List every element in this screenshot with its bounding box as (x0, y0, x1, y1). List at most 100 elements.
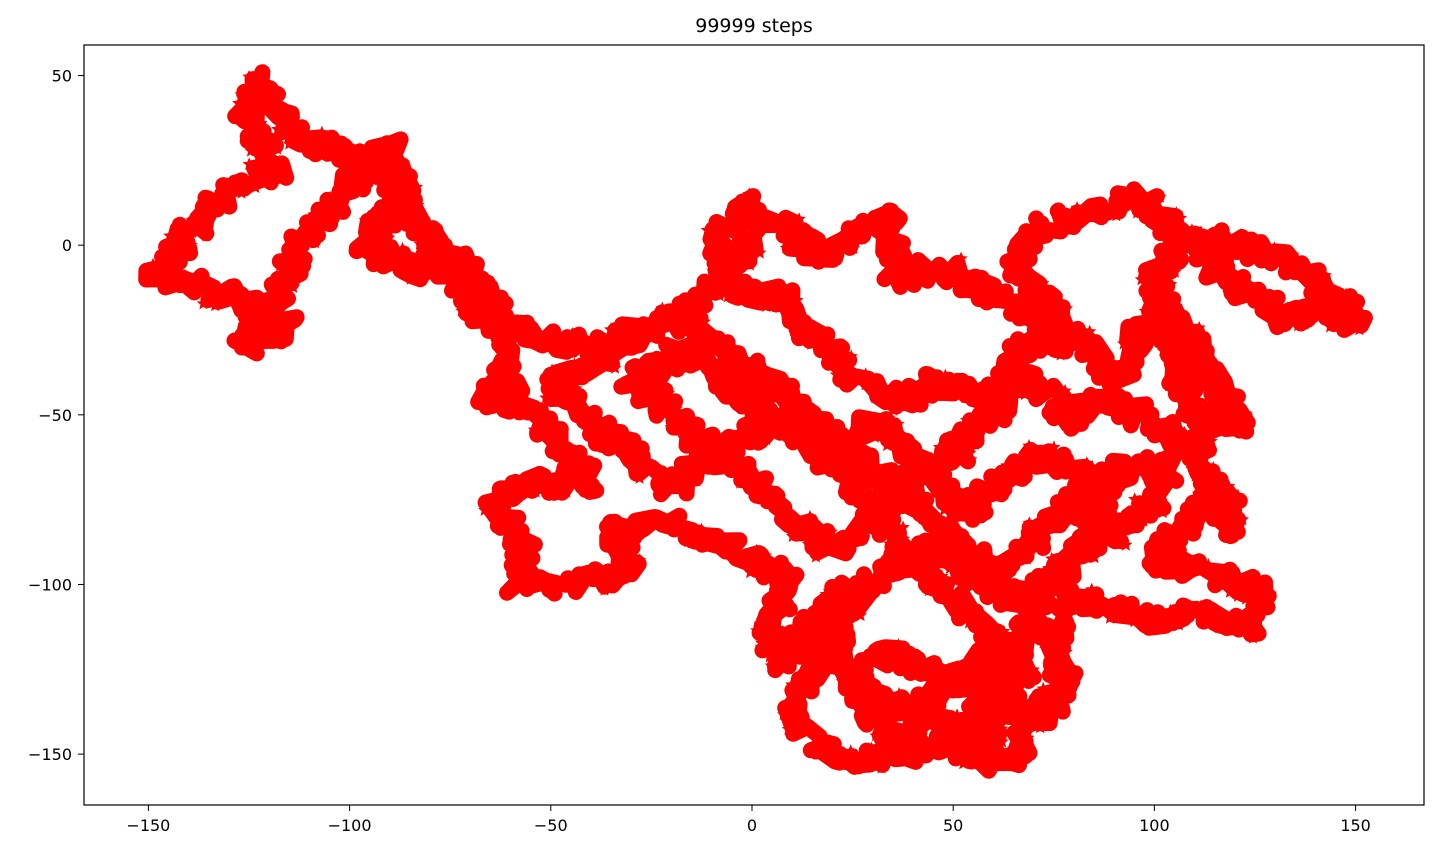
walk-point (781, 722, 796, 735)
walk-point (516, 398, 530, 411)
walk-point (1187, 558, 1201, 572)
walk-point (688, 447, 702, 460)
walk-point (1060, 607, 1074, 621)
walk-point (823, 636, 837, 649)
walk-point (1001, 370, 1015, 384)
walk-point (1010, 545, 1025, 558)
walk-point (1187, 414, 1202, 427)
walk-point (1222, 229, 1236, 243)
walk-point (887, 493, 902, 506)
walk-point (754, 640, 769, 653)
walk-point (1050, 621, 1064, 634)
walk-point (851, 527, 865, 541)
walk-point (1161, 265, 1175, 279)
y-tick-label: −100 (28, 575, 72, 594)
walk-point (1192, 228, 1206, 241)
walk-point (879, 501, 894, 515)
walk-point (1253, 287, 1267, 301)
walk-point (251, 307, 265, 320)
walk-point (889, 483, 903, 497)
walk-point (973, 630, 987, 643)
walk-point (715, 281, 729, 294)
walk-point (1036, 681, 1050, 695)
walk-point (1075, 530, 1089, 544)
walk-point (246, 295, 261, 308)
walk-point (1129, 519, 1143, 532)
walk-point (828, 542, 842, 555)
walk-point (1155, 330, 1169, 343)
walk-point (1209, 248, 1223, 261)
walk-point (1170, 234, 1184, 247)
walk-point (814, 630, 828, 644)
walk-point (932, 440, 947, 453)
walk-point (808, 670, 822, 684)
walk-point (271, 325, 285, 338)
walk-point (244, 144, 258, 157)
walk-point (828, 343, 842, 356)
walk-point (259, 158, 273, 171)
walk-point (1041, 693, 1055, 707)
walk-point (669, 401, 683, 415)
walk-point (887, 564, 901, 578)
walk-point (609, 549, 623, 562)
walk-point (500, 306, 514, 320)
walk-point (801, 316, 815, 329)
walk-point (1025, 238, 1039, 251)
walk-point (1046, 581, 1060, 595)
walk-point (389, 249, 404, 263)
walk-point (925, 656, 940, 670)
walk-point (477, 377, 492, 391)
walk-point (1130, 196, 1144, 209)
walk-point (506, 394, 520, 407)
walk-point (808, 608, 822, 622)
walk-point (1117, 468, 1131, 482)
walk-point (1048, 403, 1062, 416)
walk-point (743, 257, 757, 271)
walk-point (1028, 626, 1042, 639)
walk-point (1151, 277, 1165, 290)
walk-point (720, 388, 734, 402)
walk-point (751, 434, 765, 447)
walk-point (1162, 222, 1176, 236)
walk-point (1002, 750, 1016, 764)
walk-point (500, 385, 514, 399)
walk-point (809, 233, 824, 247)
walk-point (490, 513, 504, 526)
walk-point (671, 361, 685, 375)
walk-point (672, 344, 686, 358)
walk-point (1230, 271, 1244, 284)
walk-point (1047, 663, 1061, 677)
walk-point (1083, 324, 1097, 338)
walk-point (972, 687, 987, 701)
walk-point (869, 464, 884, 478)
walk-point (835, 233, 849, 246)
walk-point (1349, 293, 1363, 307)
walk-point (1061, 587, 1076, 600)
walk-point (1042, 658, 1056, 672)
walk-point (1223, 585, 1237, 598)
walk-point (850, 469, 864, 483)
walk-point (1162, 536, 1177, 550)
walk-point (786, 529, 800, 543)
walk-point (495, 391, 510, 405)
walk-point (874, 425, 889, 439)
walk-point (1189, 469, 1203, 482)
walk-point (968, 437, 982, 450)
walk-point (376, 219, 390, 232)
walk-point (1191, 251, 1205, 265)
walk-point (1204, 245, 1219, 258)
walk-point (508, 535, 522, 549)
walk-point (929, 721, 944, 734)
walk-point (1167, 377, 1181, 391)
walk-point (1155, 427, 1170, 441)
walk-point (1053, 387, 1068, 401)
walk-point (141, 268, 155, 281)
walk-point (840, 461, 854, 474)
walk-point (879, 208, 893, 221)
walk-point (648, 315, 662, 328)
walk-point (540, 330, 554, 343)
walk-point (411, 198, 425, 211)
walk-point (846, 684, 861, 698)
walk-point (1146, 469, 1160, 483)
walk-point (665, 307, 679, 320)
